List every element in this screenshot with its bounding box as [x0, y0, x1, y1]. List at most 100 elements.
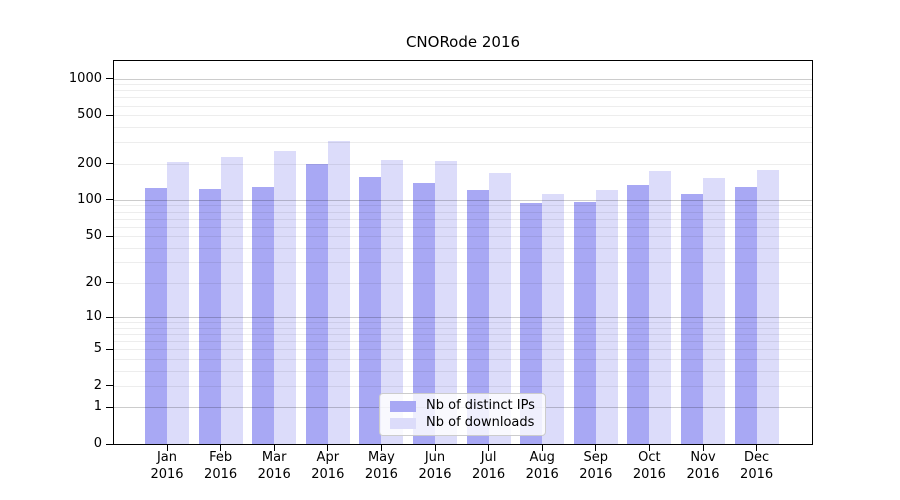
x-tick-label-jul: Jul 2016	[472, 450, 506, 482]
bar-downloads-mar	[274, 150, 297, 444]
bar-downloads-sep	[595, 189, 618, 444]
x-tick-label-jun: Jun 2016	[418, 450, 452, 482]
y-tick-label-1: 1	[93, 399, 102, 415]
bar-downloads-feb	[220, 157, 243, 444]
bar-distinct-ips-jan	[145, 187, 167, 444]
y-tick-label-20: 20	[85, 274, 102, 290]
gridline-major-1000	[114, 78, 812, 80]
legend: Nb of distinct IPs Nb of downloads	[379, 393, 546, 436]
bar-distinct-ips-jun	[413, 183, 435, 444]
x-tick-mark-may	[380, 445, 382, 451]
bar-downloads-nov	[703, 178, 725, 444]
bar-downloads-jan	[167, 162, 189, 444]
gridline-minor-30	[114, 262, 812, 264]
y-tick-label-50: 50	[85, 228, 102, 244]
y-tick-label-0: 0	[93, 436, 102, 451]
gridline-minor-40	[114, 247, 812, 249]
x-tick-label-may: May 2016	[364, 450, 398, 482]
y-tick-label-2: 2	[93, 377, 102, 393]
y-tick-mark-1000	[106, 78, 113, 80]
y-tick-mark-10	[106, 316, 113, 318]
bar-downloads-oct	[649, 170, 672, 444]
x-tick-label-jan: Jan 2016	[150, 450, 184, 482]
gridline-minor-6	[114, 341, 812, 343]
x-tick-mark-nov	[702, 445, 704, 451]
gridline-minor-900	[114, 84, 812, 86]
bar-downloads-jul	[488, 172, 511, 444]
x-tick-label-apr: Apr 2016	[311, 450, 345, 482]
gridline-minor-20	[114, 282, 812, 284]
gridline-minor-9	[114, 322, 812, 324]
gridline-minor-400	[114, 126, 812, 128]
bar-downloads-jun	[435, 160, 457, 444]
bar-distinct-ips-dec	[734, 186, 757, 444]
gridline-minor-7	[114, 334, 812, 336]
y-tick-mark-200	[106, 163, 113, 164]
legend-label-distinct-ips: Nb of distinct IPs	[426, 398, 535, 413]
x-tick-label-oct: Oct 2016	[632, 450, 666, 482]
gridline-minor-600	[114, 105, 812, 107]
y-tick-label-10: 10	[85, 309, 102, 325]
x-tick-mark-mar	[273, 445, 275, 451]
y-tick-label-5: 5	[93, 341, 102, 357]
bar-downloads-may	[381, 160, 404, 444]
y-tick-mark-500	[106, 114, 113, 116]
gridline-minor-300	[114, 142, 812, 144]
x-tick-mark-apr	[327, 445, 329, 451]
x-tick-label-feb: Feb 2016	[204, 450, 238, 482]
legend-swatch-downloads	[390, 417, 416, 429]
bar-downloads-apr	[327, 141, 350, 444]
gridline-minor-90	[114, 205, 812, 207]
chart-title: CNORode 2016	[405, 33, 521, 51]
x-tick-mark-jan	[166, 445, 168, 451]
legend-item-downloads: Nb of downloads	[390, 416, 535, 430]
legend-item-distinct-ips: Nb of distinct IPs	[390, 399, 535, 413]
bar-distinct-ips-apr	[305, 163, 328, 444]
bar-distinct-ips-jul	[466, 189, 489, 444]
y-tick-mark-2	[106, 385, 113, 387]
gridline-minor-80	[114, 211, 812, 213]
bar-distinct-ips-mar	[252, 186, 275, 444]
y-tick-mark-100	[106, 199, 113, 201]
legend-swatch-distinct-ips	[390, 400, 416, 412]
x-tick-mark-oct	[648, 445, 650, 451]
y-tick-mark-20	[106, 282, 113, 284]
gridline-minor-2	[114, 385, 812, 387]
legend-label-downloads: Nb of downloads	[426, 415, 535, 430]
gridline-minor-800	[114, 90, 812, 92]
x-tick-label-dec: Dec 2016	[740, 450, 774, 482]
bar-distinct-ips-may	[359, 176, 382, 444]
gridline-minor-5	[114, 349, 812, 351]
y-tick-label-100: 100	[77, 191, 102, 207]
x-tick-mark-aug	[541, 445, 543, 451]
gridline-minor-50	[114, 236, 812, 238]
gridline-minor-4	[114, 358, 812, 360]
bar-distinct-ips-oct	[627, 184, 650, 444]
x-tick-label-nov: Nov 2016	[686, 450, 720, 482]
y-tick-mark-5	[106, 348, 113, 350]
y-tick-label-1000: 1000	[68, 70, 102, 86]
gridline-minor-70	[114, 218, 812, 220]
x-tick-label-mar: Mar 2016	[257, 450, 291, 482]
gridline-minor-200	[114, 163, 812, 165]
bar-downloads-aug	[542, 193, 565, 444]
bar-distinct-ips-aug	[520, 202, 543, 444]
x-tick-mark-jun	[434, 445, 436, 451]
bar-downloads-dec	[756, 169, 779, 444]
x-tick-mark-jul	[488, 445, 490, 451]
bar-distinct-ips-feb	[198, 189, 221, 444]
plot-area	[113, 60, 813, 445]
gridline-major-100	[114, 199, 812, 201]
y-tick-mark-0	[106, 443, 113, 445]
x-tick-label-aug: Aug 2016	[525, 450, 559, 482]
x-tick-mark-sep	[595, 445, 597, 451]
x-tick-mark-dec	[756, 445, 758, 451]
x-tick-label-sep: Sep 2016	[579, 450, 613, 482]
gridline-minor-500	[114, 115, 812, 117]
y-tick-mark-1	[106, 406, 113, 408]
y-tick-label-200: 200	[77, 155, 102, 171]
y-tick-label-500: 500	[77, 107, 102, 123]
gridline-minor-8	[114, 327, 812, 329]
x-tick-mark-feb	[220, 445, 222, 451]
